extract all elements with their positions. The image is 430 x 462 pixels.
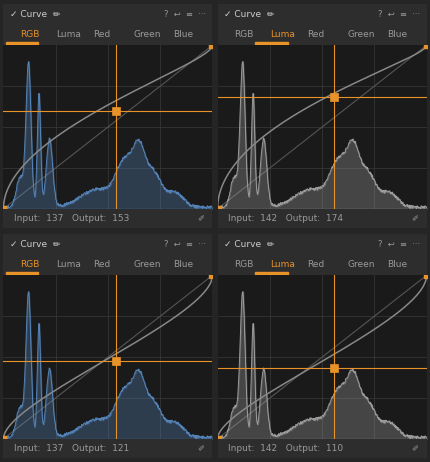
- Text: RGB: RGB: [20, 260, 40, 269]
- Text: Red: Red: [93, 30, 111, 39]
- Text: ?  ↩  ≡  ···: ? ↩ ≡ ···: [378, 240, 420, 249]
- Text: ✐: ✐: [197, 214, 204, 223]
- Text: Green: Green: [347, 30, 375, 39]
- Text: ✐: ✐: [411, 214, 418, 223]
- Text: ✓ Curve  ✏: ✓ Curve ✏: [224, 10, 274, 19]
- Text: ✓ Curve  ✏: ✓ Curve ✏: [10, 240, 60, 249]
- Text: Red: Red: [93, 260, 111, 269]
- Text: Input:  142   Output:  110: Input: 142 Output: 110: [228, 444, 343, 453]
- Bar: [6, 272, 38, 275]
- Text: Input:  142   Output:  174: Input: 142 Output: 174: [228, 214, 343, 223]
- Text: Luma: Luma: [270, 260, 295, 269]
- Bar: [255, 272, 288, 275]
- Text: Input:  137   Output:  153: Input: 137 Output: 153: [14, 214, 129, 223]
- Text: ?  ↩  ≡  ···: ? ↩ ≡ ···: [164, 240, 206, 249]
- Text: ✓ Curve  ✏: ✓ Curve ✏: [10, 10, 60, 19]
- Text: Blue: Blue: [173, 30, 193, 39]
- Text: ?  ↩  ≡  ···: ? ↩ ≡ ···: [378, 10, 420, 19]
- Text: Blue: Blue: [387, 30, 407, 39]
- Text: Luma: Luma: [55, 260, 80, 269]
- Text: RGB: RGB: [234, 260, 254, 269]
- Text: Luma: Luma: [270, 30, 295, 39]
- Text: RGB: RGB: [234, 30, 254, 39]
- Text: Blue: Blue: [173, 260, 193, 269]
- Text: ✐: ✐: [197, 444, 204, 453]
- Bar: [6, 42, 38, 45]
- Text: Green: Green: [133, 260, 160, 269]
- Bar: [255, 42, 288, 45]
- Text: Green: Green: [347, 260, 375, 269]
- Text: Red: Red: [307, 260, 325, 269]
- Text: RGB: RGB: [20, 30, 40, 39]
- Text: Luma: Luma: [55, 30, 80, 39]
- Text: ?  ↩  ≡  ···: ? ↩ ≡ ···: [164, 10, 206, 19]
- Text: ✐: ✐: [411, 444, 418, 453]
- Text: ✓ Curve  ✏: ✓ Curve ✏: [224, 240, 274, 249]
- Text: Blue: Blue: [387, 260, 407, 269]
- Text: Input:  137   Output:  121: Input: 137 Output: 121: [14, 444, 129, 453]
- Text: Red: Red: [307, 30, 325, 39]
- Text: Green: Green: [133, 30, 160, 39]
